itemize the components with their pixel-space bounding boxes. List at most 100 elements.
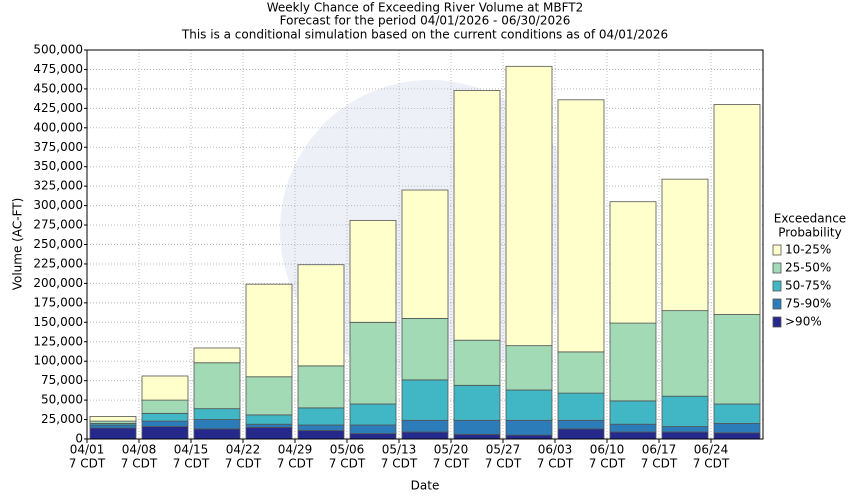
y-tick-label: 150,000 bbox=[33, 315, 83, 329]
bar-segment bbox=[297, 264, 345, 367]
bar-segment bbox=[661, 395, 709, 427]
x-tick-label: 05/13 bbox=[382, 443, 417, 457]
y-tick-label: 225,000 bbox=[33, 256, 83, 270]
plot-frame bbox=[86, 49, 764, 440]
legend-swatch bbox=[772, 298, 782, 310]
legend-label: >90% bbox=[785, 315, 822, 329]
bar-segment bbox=[297, 424, 345, 431]
bar-segment bbox=[609, 400, 657, 425]
bar-segment bbox=[661, 426, 709, 433]
bar-segment bbox=[453, 419, 501, 435]
x-tick-label: 06/03 bbox=[538, 443, 573, 457]
x-tick-label: 05/27 bbox=[486, 443, 521, 457]
x-tick-label: 7 CDT bbox=[693, 457, 730, 471]
y-tick-label: 400,000 bbox=[33, 120, 83, 134]
bar-segment bbox=[193, 419, 241, 430]
bar-segment bbox=[505, 419, 553, 436]
bar-segment bbox=[609, 423, 657, 433]
bar-segment bbox=[557, 351, 605, 394]
bar-segment bbox=[401, 419, 449, 433]
bar-segment bbox=[453, 339, 501, 386]
y-axis-label: Volume (AC-FT) bbox=[11, 198, 25, 291]
x-tick-label: 7 CDT bbox=[121, 457, 158, 471]
bar-segment bbox=[297, 365, 345, 409]
bar-segment bbox=[141, 420, 189, 427]
legend-label: 10-25% bbox=[785, 243, 831, 257]
bar-segment bbox=[401, 431, 449, 440]
x-tick-label: 7 CDT bbox=[277, 457, 314, 471]
legend-swatch bbox=[772, 244, 782, 256]
y-tick-label: 100,000 bbox=[33, 354, 83, 368]
bar-segment bbox=[609, 201, 657, 324]
x-tick-label: 04/22 bbox=[226, 443, 261, 457]
bar-segment bbox=[453, 433, 501, 440]
bar-segment bbox=[193, 428, 241, 440]
legend-swatch bbox=[772, 280, 782, 292]
legend-title: Probability bbox=[778, 226, 841, 240]
bar-segment bbox=[349, 403, 397, 426]
x-tick-label: 7 CDT bbox=[641, 457, 678, 471]
y-tick-label: 75,000 bbox=[41, 373, 83, 387]
y-tick-label: 375,000 bbox=[33, 140, 83, 154]
bar-segment bbox=[713, 104, 761, 315]
bar-segment bbox=[297, 407, 345, 426]
x-tick-label: 06/24 bbox=[694, 443, 729, 457]
bar-segment bbox=[193, 362, 241, 410]
y-tick-label: 50,000 bbox=[41, 393, 83, 407]
bar-segment bbox=[505, 389, 553, 421]
y-tick-label: 450,000 bbox=[33, 81, 83, 95]
legend-label: 50-75% bbox=[785, 279, 831, 293]
bar-segment bbox=[609, 431, 657, 440]
bar-segment bbox=[297, 430, 345, 440]
y-tick-label: 475,000 bbox=[33, 62, 83, 76]
legend-title: Exceedance bbox=[774, 212, 846, 226]
bar-segment bbox=[505, 434, 553, 440]
bar-segment bbox=[349, 321, 397, 405]
x-tick-label: 7 CDT bbox=[225, 457, 262, 471]
x-tick-label: 7 CDT bbox=[589, 457, 626, 471]
bar-segment bbox=[349, 219, 397, 323]
x-tick-label: 05/06 bbox=[330, 443, 365, 457]
y-tick-label: 275,000 bbox=[33, 218, 83, 232]
bar-segment bbox=[557, 419, 605, 430]
x-tick-label: 7 CDT bbox=[173, 457, 210, 471]
y-tick-label: 325,000 bbox=[33, 179, 83, 193]
legend-label: 75-90% bbox=[785, 297, 831, 311]
y-tick-label: 350,000 bbox=[33, 159, 83, 173]
y-tick-label: 300,000 bbox=[33, 198, 83, 212]
bar-segment bbox=[713, 403, 761, 424]
legend-swatch bbox=[772, 316, 782, 328]
x-tick-label: 7 CDT bbox=[69, 457, 106, 471]
x-tick-label: 7 CDT bbox=[381, 457, 418, 471]
x-tick-label: 06/17 bbox=[642, 443, 677, 457]
bar-segment bbox=[245, 426, 293, 440]
chart-subtitle: This is a conditional simulation based o… bbox=[181, 28, 668, 42]
bar-segment bbox=[401, 379, 449, 421]
bar-segment bbox=[349, 424, 397, 434]
bar-segment bbox=[557, 392, 605, 421]
bar-segment bbox=[245, 283, 293, 378]
y-tick-label: 0 bbox=[75, 432, 83, 446]
bar-segment bbox=[141, 375, 189, 401]
bar-segment bbox=[89, 427, 137, 440]
x-tick-label: 04/15 bbox=[174, 443, 209, 457]
bar-segment bbox=[557, 428, 605, 440]
bar-segment bbox=[141, 412, 189, 422]
bar-segment bbox=[453, 384, 501, 421]
chart-subtitle: Forecast for the period 04/01/2026 - 06/… bbox=[280, 14, 571, 28]
x-tick-label: 04/29 bbox=[278, 443, 313, 457]
x-tick-label: 7 CDT bbox=[329, 457, 366, 471]
bar-segment bbox=[505, 65, 553, 347]
bar-segment bbox=[609, 322, 657, 402]
bar-segment bbox=[245, 414, 293, 425]
legend-swatch bbox=[772, 262, 782, 274]
y-tick-label: 500,000 bbox=[33, 43, 83, 57]
bar-segment bbox=[713, 314, 761, 405]
bar-segment bbox=[661, 310, 709, 397]
x-tick-label: 05/20 bbox=[434, 443, 469, 457]
x-tick-label: 04/08 bbox=[122, 443, 157, 457]
bar-segment bbox=[661, 431, 709, 440]
bar-segment bbox=[141, 426, 189, 440]
chart-title: Weekly Chance of Exceeding River Volume … bbox=[267, 1, 584, 15]
